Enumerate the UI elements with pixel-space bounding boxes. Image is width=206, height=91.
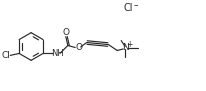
Text: Cl: Cl — [1, 51, 10, 60]
Text: –: – — [134, 1, 138, 10]
Text: +: + — [126, 40, 132, 49]
Text: NH: NH — [51, 49, 64, 58]
Text: O: O — [63, 28, 70, 37]
Text: Cl: Cl — [123, 3, 133, 13]
Text: O: O — [75, 42, 82, 52]
Text: N: N — [122, 43, 129, 53]
